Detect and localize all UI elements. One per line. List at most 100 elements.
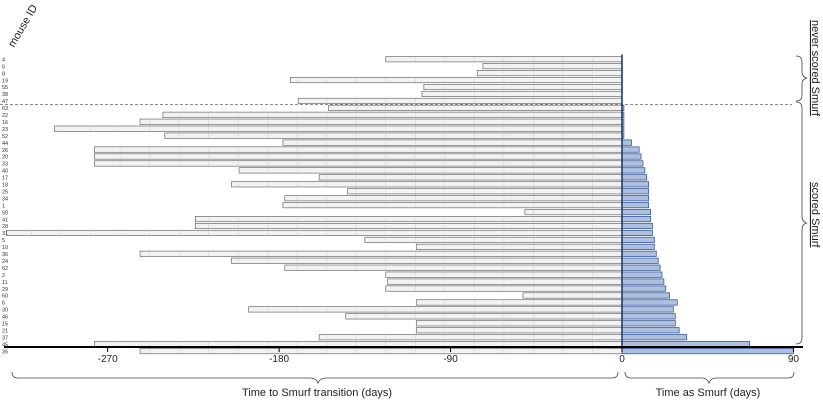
pre-smurf-bar [94,153,623,160]
group-label-scored-smurf: scored Smurf [809,182,821,248]
pre-smurf-bar [248,306,623,313]
smurf-bar [621,167,646,174]
bracket-never-smurf [795,55,808,102]
mouse-id-label: 47 [2,99,8,105]
pre-smurf-bar [387,278,623,285]
mouse-id-label: 23 [2,127,8,133]
pre-smurf-bar [421,90,623,97]
mouse-id-label: 41 [2,217,8,223]
pre-smurf-bar [139,348,623,355]
bracket-time-to-smurf [11,371,619,385]
pre-smurf-bar [318,174,623,181]
smurf-bar [621,306,674,313]
pre-smurf-bar [284,264,623,271]
pre-smurf-bar [231,257,623,264]
mouse-id-label: 55 [2,85,8,91]
bars-layer [6,56,794,355]
smurf-bar [621,229,653,237]
smurf-bar [621,139,632,146]
pre-smurf-bar [297,97,623,104]
mouse-id-label: 37 [2,335,8,341]
x-ticks: -270 -180 -90 0 90 [98,347,800,365]
mouse-id-label: 44 [2,141,8,147]
pre-smurf-bar [415,327,623,334]
x-tick-label: 0 [619,354,625,365]
group-label-never-smurf: never scored Smurf [809,20,821,117]
smurf-bar [621,236,655,243]
mouse-id-label: 4 [2,57,5,63]
pre-smurf-bar [415,243,623,250]
mouse-id-label: 38 [2,92,8,98]
smurf-bar [621,146,640,153]
mouse-id-label: 30 [2,308,8,314]
mouse-id-label: 6 [2,301,5,307]
pre-smurf-bar [139,118,623,125]
mouse-id-label: 62 [2,266,8,272]
mouse-id-label: 33 [2,162,8,168]
x-tick-label: 90 [788,354,800,365]
pre-smurf-bar [345,313,623,320]
smurf-bar [621,278,665,285]
mouse-id-label: 29 [2,287,8,293]
mouse-id-label: 15 [2,322,8,328]
pre-smurf-bar [194,223,623,230]
pre-smurf-bar [238,167,623,174]
smurf-bar [621,299,678,306]
mouse-id-label: 10 [2,245,8,251]
mouse-id-label: 20 [2,155,8,161]
mouse-id-label: 24 [2,259,8,265]
mouse-id-label: 5 [2,64,5,70]
pre-smurf-bar [415,299,623,306]
mouse-id-label: 5 [2,238,5,244]
mouse-id-label: 1 [2,203,5,209]
pre-smurf-bar [194,216,623,223]
pre-smurf-bar [524,209,623,216]
mouse-id-label: 28 [2,224,8,230]
smurf-bar [621,188,650,195]
smurf-bar [621,313,676,320]
smurf-bar [621,250,657,257]
pre-smurf-bar [162,111,623,118]
smurf-bar [621,292,670,299]
smurf-bar [621,195,650,202]
mouse-id-label: 25 [2,189,8,195]
smurf-bar [621,327,680,334]
pre-smurf-bar [6,229,623,236]
pre-smurf-bar [282,139,623,146]
mouse-id-label: 8 [2,71,5,77]
pre-smurf-bar [522,292,623,299]
smurf-bar [621,334,688,341]
mouse-id-label: 26 [2,148,8,154]
smurf-bar [621,153,642,160]
pre-smurf-bar [94,146,623,153]
mouse-id-label: 63 [2,106,8,112]
x-tick-label: -90 [443,354,458,365]
smurf-bar [621,243,655,250]
pre-smurf-bar [347,188,623,195]
smurf-bar [621,271,663,278]
mouse-id-label: 11 [2,280,8,286]
x-axis-label-right: Time as Smurf (days) [656,387,761,399]
brackets [11,55,808,385]
mouse-id-label: 21 [2,328,8,334]
bracket-scored-smurf [795,101,808,345]
pre-smurf-bar [476,70,623,77]
mouse-id-label: 31 [2,231,8,237]
pre-smurf-bar [231,181,623,188]
pre-smurf-bar [328,104,623,111]
mouse-id-label: 35 [2,349,8,355]
smurf-bar [621,209,651,216]
pre-smurf-bar [94,160,623,167]
smurf-bar [621,320,676,327]
mouse-id-label: 19 [2,78,8,84]
pre-smurf-bar [290,77,623,84]
smurf-bar [621,174,648,181]
y-axis-label: mouse ID [6,3,40,50]
pre-smurf-bar [318,334,623,341]
mouse-id-label: 16 [2,120,8,126]
mouse-id-labels: 4581955384763221623524426203340171825341… [2,57,8,355]
pre-smurf-bar [415,320,623,327]
pre-smurf-bar [164,132,623,139]
mouse-id-label: 50 [2,210,8,216]
